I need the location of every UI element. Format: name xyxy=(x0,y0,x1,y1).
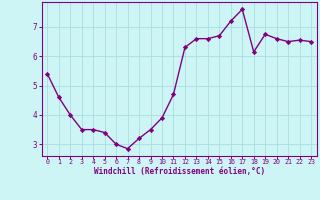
X-axis label: Windchill (Refroidissement éolien,°C): Windchill (Refroidissement éolien,°C) xyxy=(94,167,265,176)
